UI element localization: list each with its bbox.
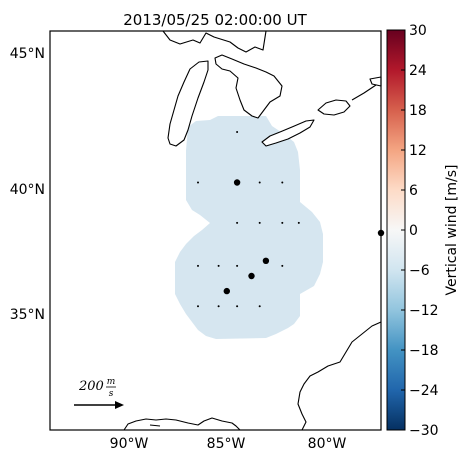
map-frame [49, 30, 382, 431]
grid-point-4 [236, 221, 239, 224]
east-coast [297, 321, 382, 431]
grid-point-0 [236, 131, 239, 133]
lat-tick-35: 35°N [10, 307, 45, 323]
colorbar-tick-label-9: −24 [409, 383, 439, 399]
grid-point-5 [258, 221, 261, 224]
atlantic-coast [297, 321, 382, 431]
grid-point-6 [281, 221, 284, 224]
lake-ontario [317, 99, 351, 116]
grid-point-2 [258, 181, 261, 184]
scale-arrow-unit-den: s [109, 389, 114, 399]
colorbar-tick-label-8: −18 [409, 343, 439, 359]
lake-huron [214, 54, 283, 119]
colorbar-tick-label-2: 18 [409, 103, 427, 119]
colorbar-ticks: 30 24 18 12 6 0 −6 −12 −18 −24 −30 [401, 23, 439, 439]
lat-tick-40: 40°N [10, 182, 45, 198]
station-marker-2 [248, 272, 255, 280]
grid-point-13 [217, 305, 220, 308]
scale-arrow-head [115, 401, 124, 409]
lon-tick-90: 90°W [110, 436, 149, 452]
lon-axis: 90°W 85°W 80°W [110, 436, 347, 452]
colorbar-tick-label-0: 30 [409, 23, 427, 39]
grid-point-1 [197, 181, 199, 184]
grid-point-14 [236, 305, 239, 308]
lake-michigan [167, 60, 209, 147]
scale-arrow: 200 m s [74, 377, 124, 409]
wind-field [175, 116, 323, 339]
grid-point-10 [236, 264, 239, 267]
scale-arrow-value: 200 [78, 379, 104, 394]
colorbar-label: Vertical wind [m/s] [444, 165, 460, 296]
grid-point-7 [297, 221, 300, 224]
lat-tick-45: 45°N [10, 46, 45, 62]
grid-point-3 [281, 181, 284, 184]
colorbar-tick-label-7: −12 [409, 303, 439, 319]
colorbar-gradient [387, 30, 405, 430]
gulf-coastline [123, 417, 241, 431]
gulf-island [149, 424, 161, 427]
lat-axis: 45°N 40°N 35°N [10, 46, 45, 323]
grid-point-11 [281, 264, 284, 267]
colorbar: 30 24 18 12 6 0 −6 −12 −18 −24 −30 Vertical wind [… [386, 23, 460, 439]
grid-point-15 [258, 305, 261, 308]
map-title: 2013/05/25 02:00:00 UT [123, 11, 307, 29]
scale-arrow-unit-num: m [107, 377, 116, 387]
wind-field-region [175, 116, 323, 339]
colorbar-tick-label-4: 6 [409, 183, 418, 199]
lake-erie [261, 119, 315, 147]
map-panel: 200 m s [49, 30, 385, 431]
colorbar-tick-label-5: 0 [409, 223, 418, 239]
grid-point-8 [197, 264, 199, 267]
gulf-coast [123, 417, 241, 431]
colorbar-tick-label-1: 24 [409, 63, 427, 79]
colorbar-tick-label-6: −6 [409, 263, 430, 279]
coastlines [162, 30, 382, 147]
grid-point-9 [217, 264, 220, 267]
station-marker-0 [233, 179, 241, 186]
lon-tick-80: 80°W [308, 436, 347, 452]
station-marker-3 [223, 287, 230, 295]
colorbar-tick-label-3: 12 [409, 143, 427, 159]
colorbar-tick-label-10: −30 [409, 423, 439, 439]
station-marker-1 [262, 257, 270, 264]
lake-superior [162, 30, 267, 53]
lon-tick-85: 85°W [207, 436, 246, 452]
grid-point-12 [197, 305, 199, 308]
